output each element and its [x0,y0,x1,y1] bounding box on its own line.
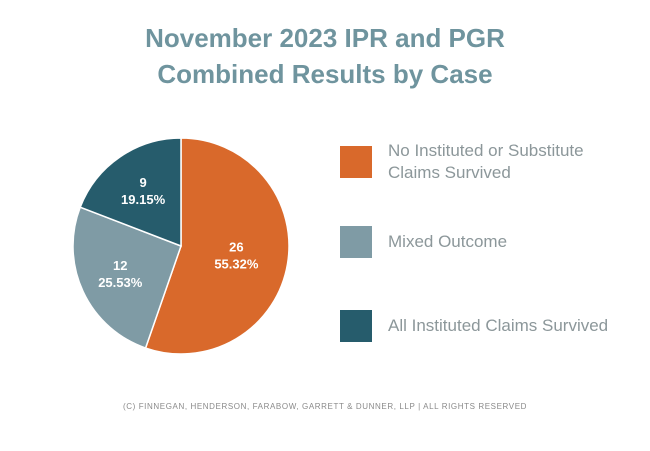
legend-item-mixed-outcome: Mixed Outcome [340,226,638,258]
data-label-percent-all-claims-survived: 19.15% [121,192,166,207]
legend-label-no-claims-survived: No Instituted or Substitute Claims Survi… [388,141,584,182]
legend-label-mixed-outcome: Mixed Outcome [388,232,508,251]
legend-swatch-mixed-outcome [340,226,372,258]
legend-item-no-claims-survived: No Instituted or Substitute Claims Survi… [340,140,638,184]
legend-label-all-claims-survived: All Instituted Claims Survived [388,316,609,335]
legend-swatch-no-claims-survived [340,146,372,178]
legend-swatch-all-claims-survived [340,310,372,342]
data-label-count-all-claims-survived: 9 [139,175,146,190]
chart-title-line-2: Combined Results by Case [157,59,493,89]
data-label-count-no-claims-survived: 26 [229,239,243,254]
chart-title-line-1: November 2023 IPR and PGR [145,23,505,53]
copyright-footer: (C) FINNEGAN, HENDERSON, FARABOW, GARRET… [122,402,528,411]
legend-item-all-claims-survived: All Instituted Claims Survived [340,310,638,342]
pie-slice-all-claims-survived [79,137,182,248]
pie-slice-mixed-outcome [72,206,182,349]
data-label-percent-mixed-outcome: 25.53% [98,275,143,290]
data-label-count-mixed-outcome: 12 [113,258,127,273]
chart-title: November 2023 IPR and PGR Combined Resul… [0,20,650,92]
data-label-percent-no-claims-survived: 55.32% [214,256,259,271]
legend: No Instituted or Substitute Claims Survi… [340,0,645,451]
